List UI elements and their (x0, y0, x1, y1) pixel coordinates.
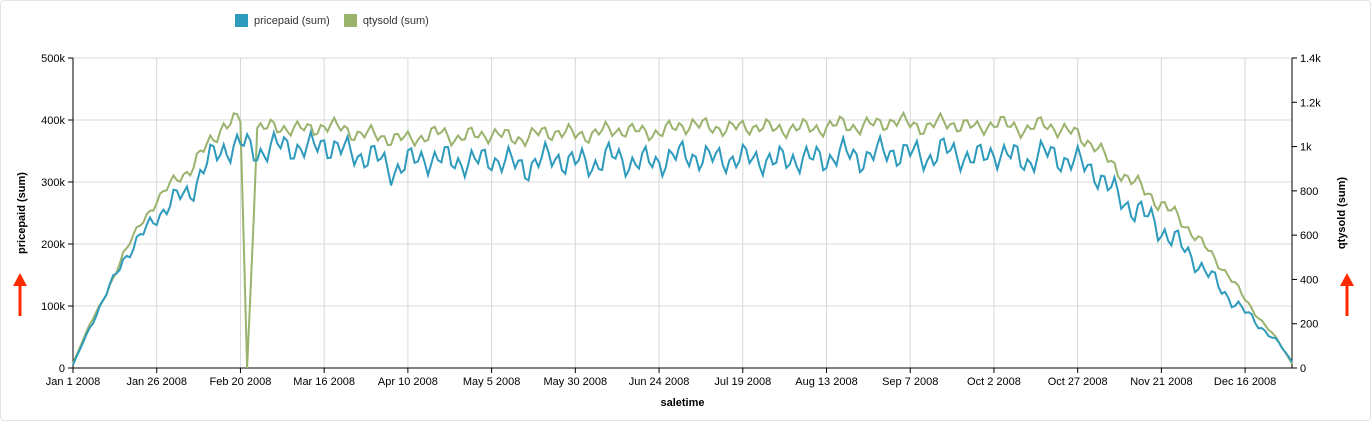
x-tick-label: Dec 16 2008 (1214, 376, 1276, 388)
y-left-axis-title: pricepaid (sum) (16, 172, 28, 254)
y-left-tick-label: 500k (41, 53, 65, 65)
x-tick-label: Sep 7 2008 (882, 376, 938, 388)
legend-item-pricepaid[interactable]: pricepaid (sum) (235, 14, 330, 27)
legend-swatch-pricepaid (235, 14, 248, 27)
y-right-tick-label: 1.2k (1300, 97, 1321, 109)
y-right-axis-title: qtysold (sum) (1336, 177, 1348, 249)
x-tick-label: May 5 2008 (463, 376, 520, 388)
x-tick-label: Jul 19 2008 (714, 376, 771, 388)
x-tick-label: Jan 1 2008 (46, 376, 100, 388)
y-right-tick-label: 1.4k (1300, 53, 1321, 65)
x-tick-label: May 30 2008 (544, 376, 608, 388)
x-tick-label: Feb 20 2008 (210, 376, 272, 388)
y-left-tick-label: 200k (41, 239, 65, 251)
y-left-tick-label: 300k (41, 177, 65, 189)
y-right-tick-label: 600 (1300, 230, 1318, 242)
x-tick-label: Aug 13 2008 (795, 376, 857, 388)
series-line-pricepaid (72, 128, 1293, 366)
annotation-arrow-left-head (13, 273, 27, 286)
series-line-qtysold (72, 110, 1293, 369)
y-left-tick-label: 400k (41, 115, 65, 127)
annotation-arrow-right-head (1340, 273, 1354, 286)
legend-label-pricepaid: pricepaid (sum) (254, 14, 330, 27)
legend: pricepaid (sum) qtysold (sum) (235, 14, 429, 27)
legend-swatch-qtysold (343, 14, 357, 27)
y-right-tick-label: 400 (1300, 274, 1318, 286)
y-right-tick-label: 800 (1300, 186, 1318, 198)
y-left-tick-label: 100k (41, 301, 65, 313)
legend-label-qtysold: qtysold (sum) (362, 14, 429, 27)
x-axis-title: saletime (660, 397, 704, 409)
x-tick-label: Nov 21 2008 (1130, 376, 1192, 388)
x-tick-label: Jan 26 2008 (126, 376, 187, 388)
x-tick-label: Jun 24 2008 (629, 376, 690, 388)
legend-item-qtysold[interactable]: qtysold (sum) (343, 14, 429, 27)
x-tick-label: Oct 2 2008 (967, 376, 1021, 388)
x-tick-label: Oct 27 2008 (1048, 376, 1108, 388)
y-left-tick-label: 0 (59, 363, 65, 375)
y-right-tick-label: 0 (1300, 363, 1306, 375)
y-right-tick-label: 1k (1300, 142, 1312, 154)
x-tick-label: Mar 16 2008 (293, 376, 355, 388)
y-right-tick-label: 200 (1300, 319, 1318, 331)
x-tick-label: Apr 10 2008 (378, 376, 438, 388)
